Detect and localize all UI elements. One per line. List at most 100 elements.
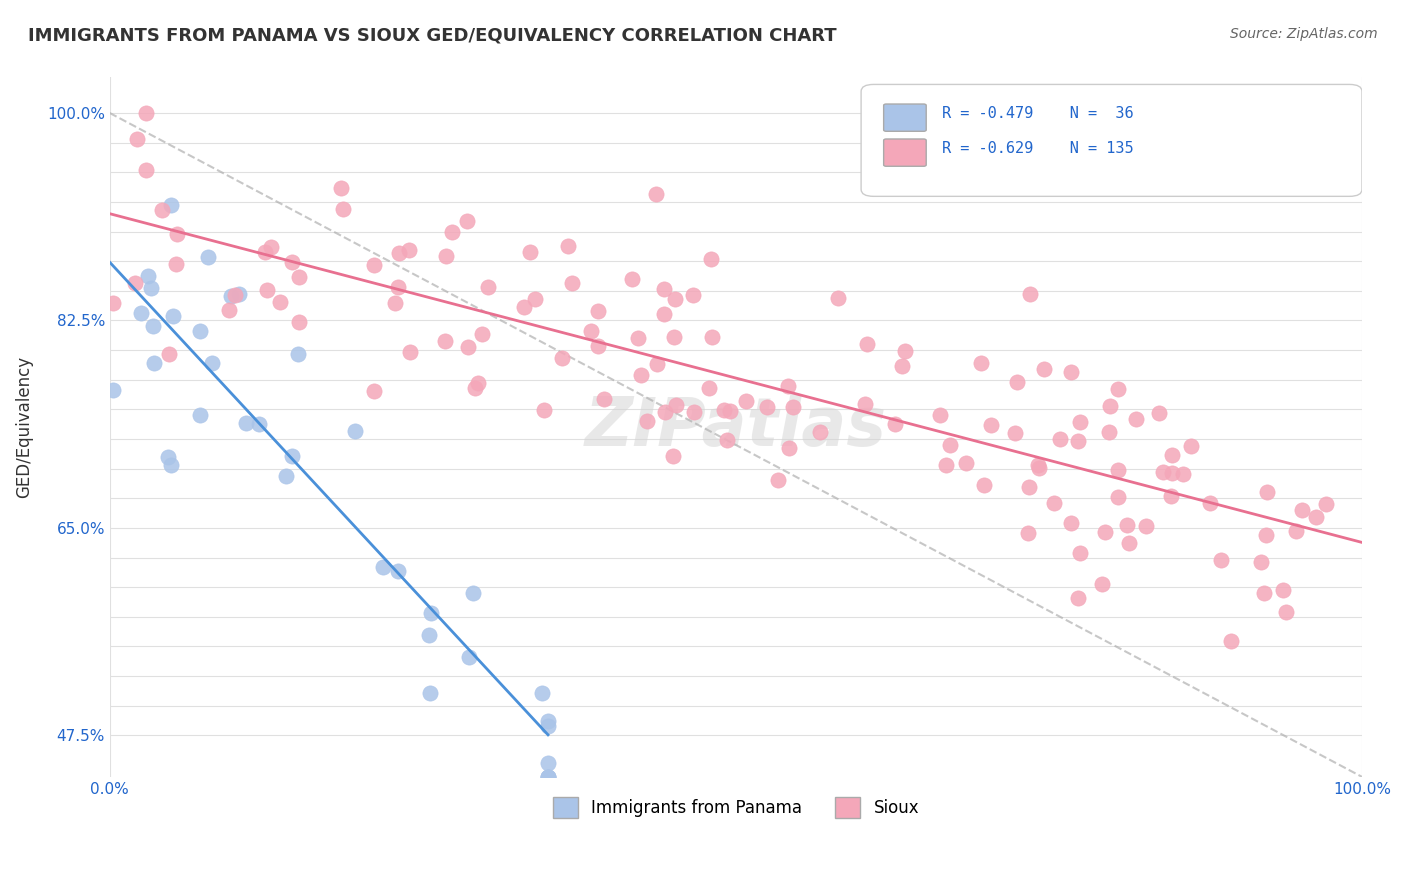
- Point: [627, 331, 650, 345]
- Point: [530, 686, 553, 700]
- Point: [735, 394, 758, 409]
- Point: [129, 306, 152, 320]
- Point: [143, 356, 166, 370]
- Point: [197, 250, 219, 264]
- Point: [1180, 439, 1202, 453]
- Point: [135, 106, 157, 120]
- Point: [387, 564, 409, 578]
- Point: [269, 295, 291, 310]
- Point: [1094, 525, 1116, 540]
- Point: [125, 131, 148, 145]
- Point: [537, 770, 560, 784]
- Point: [551, 351, 574, 365]
- Point: [103, 384, 125, 398]
- Point: [654, 405, 676, 419]
- Point: [557, 238, 579, 252]
- Point: [593, 392, 616, 406]
- Point: [1107, 382, 1129, 396]
- Point: [1043, 495, 1066, 509]
- Point: [537, 719, 560, 733]
- Point: [464, 381, 486, 395]
- Point: [1199, 496, 1222, 510]
- Point: [253, 244, 276, 259]
- Point: [630, 368, 652, 382]
- Point: [699, 252, 721, 267]
- Point: [387, 280, 409, 294]
- Point: [1098, 425, 1121, 439]
- Point: [1250, 555, 1272, 569]
- Point: [973, 478, 995, 492]
- Text: IMMIGRANTS FROM PANAMA VS SIOUX GED/EQUIVALENCY CORRELATION CHART: IMMIGRANTS FROM PANAMA VS SIOUX GED/EQUI…: [28, 27, 837, 45]
- FancyBboxPatch shape: [883, 104, 927, 131]
- Point: [1066, 434, 1088, 448]
- Point: [970, 356, 993, 370]
- Point: [636, 414, 658, 428]
- Point: [420, 607, 443, 621]
- Point: [537, 770, 560, 784]
- Point: [162, 309, 184, 323]
- Legend: Immigrants from Panama, Sioux: Immigrants from Panama, Sioux: [546, 791, 927, 824]
- Point: [928, 408, 950, 422]
- Point: [329, 181, 352, 195]
- Point: [287, 315, 309, 329]
- Point: [1160, 449, 1182, 463]
- Point: [219, 289, 242, 303]
- Point: [890, 359, 912, 373]
- Point: [276, 469, 298, 483]
- Point: [665, 398, 688, 412]
- Point: [1256, 485, 1278, 500]
- Point: [533, 403, 555, 417]
- Point: [1026, 458, 1049, 472]
- Point: [586, 304, 609, 318]
- Point: [682, 287, 704, 301]
- Point: [827, 291, 849, 305]
- Point: [344, 424, 367, 438]
- Point: [1135, 519, 1157, 533]
- Point: [188, 408, 211, 422]
- Point: [1291, 503, 1313, 517]
- Point: [652, 307, 675, 321]
- Point: [716, 433, 738, 447]
- Point: [157, 450, 180, 465]
- Point: [1256, 528, 1278, 542]
- Point: [1019, 286, 1042, 301]
- Point: [247, 417, 270, 431]
- Point: [1004, 425, 1026, 440]
- Point: [579, 325, 602, 339]
- Point: [281, 449, 304, 463]
- Point: [1099, 399, 1122, 413]
- Point: [1219, 633, 1241, 648]
- Point: [1118, 536, 1140, 550]
- Point: [260, 240, 283, 254]
- Point: [776, 379, 799, 393]
- Point: [159, 458, 181, 472]
- Point: [621, 271, 644, 285]
- Point: [697, 381, 720, 395]
- Point: [456, 213, 478, 227]
- Point: [1147, 406, 1170, 420]
- Point: [467, 376, 489, 390]
- Point: [235, 416, 257, 430]
- Point: [436, 248, 458, 262]
- Point: [371, 560, 394, 574]
- Point: [477, 280, 499, 294]
- Point: [513, 300, 536, 314]
- Point: [166, 227, 188, 242]
- Point: [766, 473, 789, 487]
- Point: [778, 441, 800, 455]
- Point: [1173, 467, 1195, 481]
- Point: [440, 225, 463, 239]
- Point: [457, 341, 479, 355]
- Point: [524, 292, 547, 306]
- Point: [332, 202, 354, 216]
- Point: [458, 650, 481, 665]
- Point: [384, 295, 406, 310]
- Point: [139, 281, 162, 295]
- Point: [700, 330, 723, 344]
- Point: [138, 269, 160, 284]
- Point: [537, 770, 560, 784]
- Point: [1152, 465, 1174, 479]
- Point: [955, 456, 977, 470]
- Point: [157, 347, 180, 361]
- Point: [853, 397, 876, 411]
